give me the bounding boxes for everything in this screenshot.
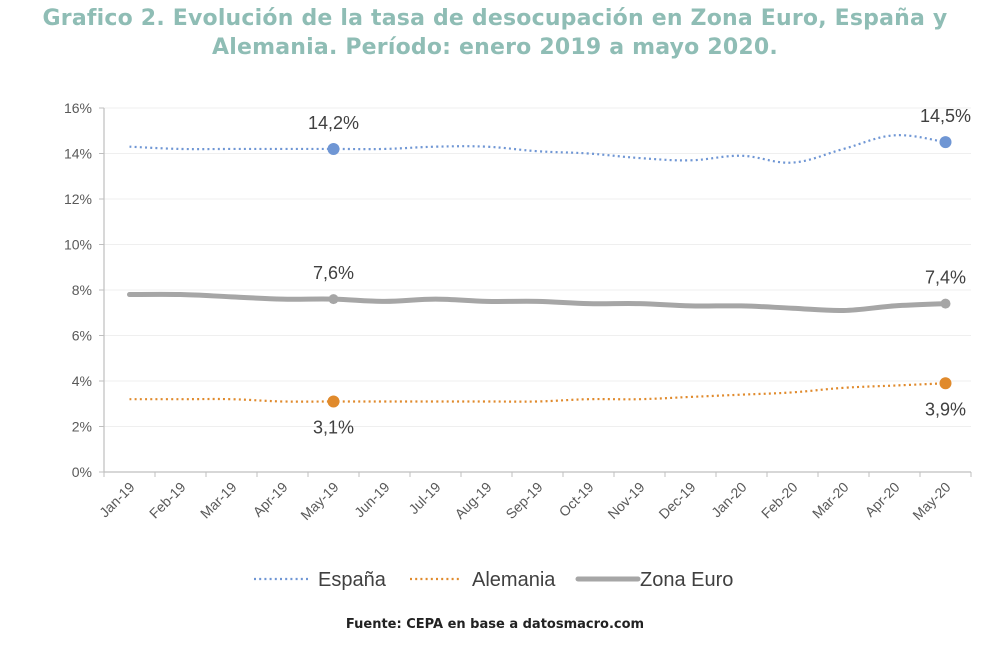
x-axis-tick-labels: Jan-19 Feb-19 Mar-19 Apr-19 May-19 Jun-19 Jul-… bbox=[96, 479, 954, 523]
x-tick-label: Apr-19 bbox=[250, 479, 291, 520]
y-tick-label: 10% bbox=[64, 237, 92, 253]
data-label: 14,5% bbox=[920, 106, 971, 126]
marker-zona-euro bbox=[940, 298, 951, 309]
x-tick-label: Sep-19 bbox=[502, 479, 545, 522]
data-label: 7,4% bbox=[925, 268, 966, 288]
series-line-zona-euro bbox=[127, 291, 948, 314]
x-tick-label: Feb-19 bbox=[146, 479, 189, 522]
x-tick-label: May-19 bbox=[297, 479, 341, 523]
series-markers: 14,2% 14,5% 3,1% 3,9% 7,6% 7,4% bbox=[308, 106, 971, 437]
series-lines bbox=[127, 134, 948, 403]
x-tick-label: Oct-19 bbox=[556, 479, 597, 520]
x-tick-label: Mar-19 bbox=[197, 479, 240, 522]
x-tick-label: Jul-19 bbox=[405, 479, 443, 517]
data-label: 3,1% bbox=[313, 417, 354, 437]
chart-title-line-2: Alemania. Período: enero 2019 a mayo 202… bbox=[212, 35, 778, 60]
marker-alemania bbox=[327, 395, 340, 408]
y-tick-label: 0% bbox=[72, 464, 92, 480]
series-line-alemania bbox=[129, 382, 946, 403]
axes bbox=[99, 107, 972, 477]
y-tick-label: 6% bbox=[72, 328, 92, 344]
gridlines bbox=[104, 107, 971, 427]
legend-item-alemania: Alemania bbox=[410, 569, 556, 591]
legend: España Alemania Zona Euro bbox=[254, 569, 733, 591]
data-label: 3,9% bbox=[925, 399, 966, 419]
x-tick-label: Jan-20 bbox=[708, 479, 750, 521]
chart-title: Grafico 2. Evolución de la tasa de desoc… bbox=[0, 4, 990, 62]
x-tick-label: Aug-19 bbox=[451, 479, 494, 522]
data-label: 14,2% bbox=[308, 113, 359, 133]
x-tick-label: Jun-19 bbox=[351, 479, 393, 521]
y-axis-tick-labels: 0% 2% 4% 6% 8% 10% 12% 14% 16% bbox=[64, 100, 92, 480]
source-note: Fuente: CEPA en base a datosmacro.com bbox=[345, 617, 645, 632]
marker-espana bbox=[327, 142, 340, 155]
marker-espana bbox=[939, 136, 952, 149]
marker-zona-euro bbox=[328, 294, 339, 305]
x-tick-label: Dec-19 bbox=[655, 479, 698, 522]
legend-label: Zona Euro bbox=[640, 569, 733, 591]
y-tick-label: 4% bbox=[72, 373, 92, 389]
x-tick-label: Apr-20 bbox=[862, 479, 903, 520]
x-tick-label: Jan-19 bbox=[96, 479, 138, 521]
legend-label: Alemania bbox=[472, 569, 556, 591]
legend-item-zona-euro: Zona Euro bbox=[575, 569, 733, 591]
x-tick-label: Feb-20 bbox=[758, 479, 801, 522]
y-tick-label: 12% bbox=[64, 191, 92, 207]
y-tick-label: 14% bbox=[64, 146, 92, 162]
legend-item-espana: España bbox=[254, 569, 387, 591]
x-tick-label: Nov-19 bbox=[604, 479, 647, 522]
x-tick-label: May-20 bbox=[909, 479, 953, 523]
chart-title-line-1: Grafico 2. Evolución de la tasa de desoc… bbox=[42, 6, 948, 31]
series-line-espana bbox=[129, 134, 946, 164]
marker-alemania bbox=[939, 377, 952, 390]
legend-label: España bbox=[318, 569, 387, 591]
x-tick-label: Mar-20 bbox=[809, 479, 852, 522]
data-label: 7,6% bbox=[313, 263, 354, 283]
y-tick-label: 2% bbox=[72, 419, 92, 435]
y-tick-label: 16% bbox=[64, 100, 92, 116]
y-tick-label: 8% bbox=[72, 282, 92, 298]
